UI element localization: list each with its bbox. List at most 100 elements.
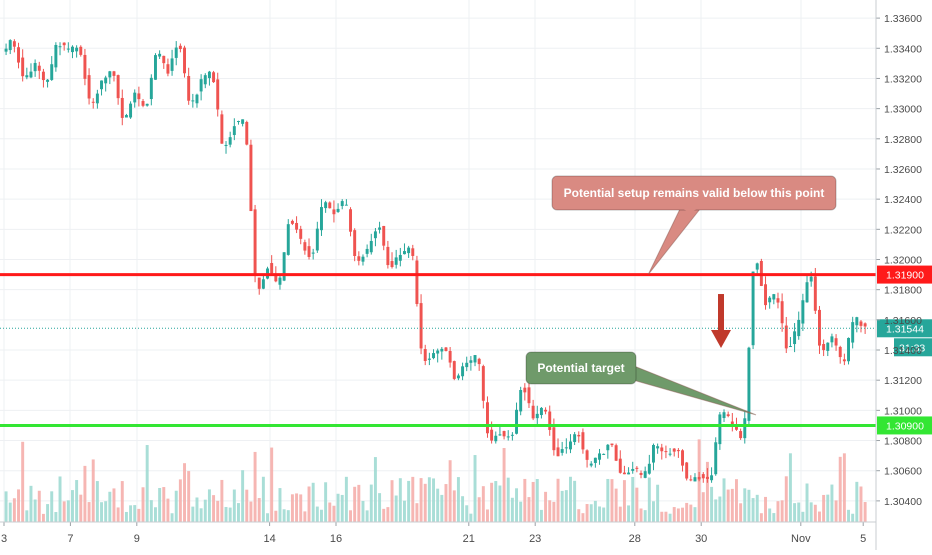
level-price-tag <box>877 265 932 284</box>
candle-body <box>286 224 290 255</box>
candle-body <box>834 338 838 346</box>
candle-body <box>311 252 315 254</box>
candle-body <box>456 375 460 379</box>
volume-bar <box>87 502 91 522</box>
volume-bar <box>286 510 290 522</box>
volume-bar <box>780 500 784 522</box>
candle-body <box>560 449 564 453</box>
volume-bar <box>207 489 211 522</box>
candle-body <box>573 434 577 443</box>
volume-bar <box>307 486 311 522</box>
candle-body <box>494 435 498 442</box>
price-tick-label: 1.30600 <box>884 466 922 478</box>
volume-bar <box>676 508 680 522</box>
candle-body <box>693 477 697 482</box>
candle-body <box>639 472 643 475</box>
price-levels: 1.31900 1.30900 1.31544 31:33 <box>0 265 932 435</box>
volume-bar <box>83 465 87 522</box>
candle-body <box>340 201 344 207</box>
volume-bar <box>705 461 709 522</box>
volume-bar <box>50 491 54 522</box>
volume-bar <box>647 477 651 522</box>
candle-body <box>647 463 651 474</box>
volume-bar <box>622 480 626 522</box>
volume-bar <box>585 504 589 522</box>
volume-bar <box>91 459 95 522</box>
volume-bar <box>552 501 556 522</box>
volume-bar <box>278 488 282 522</box>
volume-bar <box>539 509 543 522</box>
candle-body <box>685 462 689 479</box>
volume-bar <box>759 513 763 522</box>
volume-bar <box>241 470 245 522</box>
candle-body <box>220 114 224 144</box>
candle-body <box>4 48 8 52</box>
price-tick-label: 1.32400 <box>884 194 922 206</box>
candle-body <box>676 450 680 452</box>
candle-body <box>124 115 128 118</box>
volume-bar <box>855 481 859 522</box>
candle-body <box>216 79 220 110</box>
time-tick-label: 21 <box>463 533 475 545</box>
volume-bar <box>739 503 743 522</box>
volume-bars <box>4 439 867 522</box>
candle-body <box>589 463 593 466</box>
volume-bar <box>527 497 531 522</box>
candle-body <box>162 55 166 64</box>
volume-bar <box>187 471 191 522</box>
candle-body <box>166 64 170 74</box>
volume-bar <box>386 507 390 522</box>
volume-bar <box>710 486 714 522</box>
volume-bar <box>469 513 473 522</box>
candle-body <box>199 79 203 92</box>
candle-body <box>320 207 323 231</box>
volume-bar <box>635 487 639 522</box>
candle-body <box>701 474 705 479</box>
volume-bar <box>606 478 610 522</box>
volume-bar <box>523 478 527 522</box>
candle-body <box>187 76 191 101</box>
volume-bar <box>631 476 635 522</box>
volume-bar <box>37 490 41 522</box>
candle-body <box>203 75 207 85</box>
volume-bar <box>373 457 377 522</box>
volume-bar <box>149 500 153 522</box>
grid <box>0 0 876 522</box>
candle-body <box>506 436 510 438</box>
volume-bar <box>261 476 265 522</box>
candle-body <box>295 222 299 230</box>
candle-body <box>141 101 145 106</box>
price-tick-label: 1.32000 <box>884 254 922 266</box>
volume-bar <box>618 506 622 522</box>
candle-body <box>855 317 859 326</box>
price-tick-label: 1.33000 <box>884 104 922 116</box>
volume-bar <box>668 513 672 522</box>
volume-bar <box>378 493 382 522</box>
volume-bar <box>21 441 25 522</box>
candle-body <box>228 137 232 145</box>
candle-body <box>71 46 74 53</box>
candle-body <box>373 231 377 239</box>
volume-bar <box>722 478 726 522</box>
volume-bar <box>270 447 274 522</box>
candle-body <box>407 247 411 254</box>
volume-bar <box>419 478 423 522</box>
down-arrow-head <box>711 330 731 349</box>
candle-body <box>403 251 406 255</box>
volume-bar <box>498 485 502 522</box>
candle-body <box>382 225 386 246</box>
price-tick-label: 1.31400 <box>884 345 922 357</box>
candle-body <box>539 407 543 416</box>
volume-bar <box>797 502 801 522</box>
candle-body <box>212 72 216 83</box>
price-tick-label: 1.31800 <box>884 285 922 297</box>
volume-bar <box>154 507 157 522</box>
candle-body <box>851 322 855 343</box>
candle-body <box>75 47 79 52</box>
volume-bar <box>237 503 240 522</box>
price-axis: 1.33600 1.33400 1.33200 1.33000 1.32800 1.326… <box>875 0 922 550</box>
setup-note-text: Potential setup remains valid below this… <box>564 186 825 200</box>
candle-body <box>444 347 448 352</box>
